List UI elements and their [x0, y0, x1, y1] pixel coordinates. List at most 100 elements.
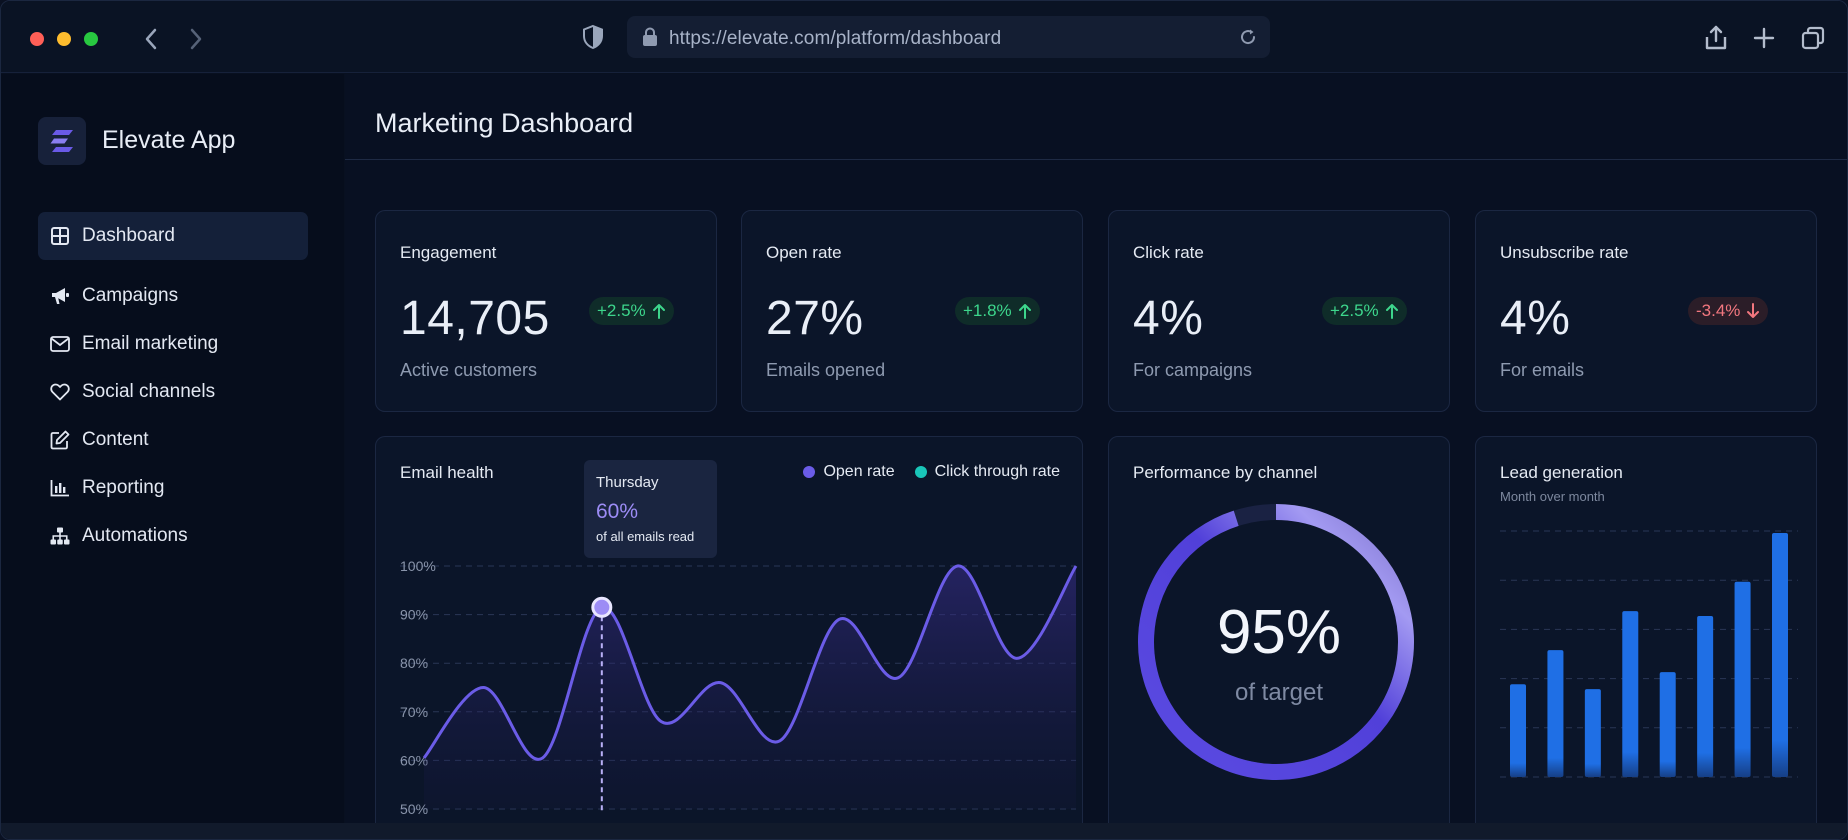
y-tick-label: 70%: [400, 704, 428, 720]
bar-chart-icon: [50, 478, 70, 498]
sidebar-item-reporting[interactable]: Reporting: [38, 464, 308, 512]
change-value: +2.5%: [597, 301, 646, 320]
y-tick-label: 100%: [400, 558, 436, 574]
shield-icon[interactable]: [581, 24, 607, 52]
envelope-icon: [50, 334, 70, 354]
stat-title: Open rate: [766, 243, 842, 262]
email-health-card: Email health Open rate Click through rat…: [375, 436, 1083, 840]
performance-card: Performance by channel 95% of target: [1108, 436, 1450, 839]
stat-value: 4%: [1500, 292, 1571, 345]
share-icon[interactable]: [1701, 23, 1731, 53]
highlight-point[interactable]: [591, 596, 613, 618]
sidebar-nav: Dashboard Campaigns Email marketing Soci: [38, 212, 308, 560]
stat-title: Engagement: [400, 243, 497, 262]
close-window-button[interactable]: [30, 32, 44, 46]
new-tab-icon[interactable]: [1749, 23, 1779, 53]
sidebar-item-label: Campaigns: [82, 285, 179, 306]
gauge-value: 95%: [1216, 598, 1342, 667]
lead-bar[interactable]: [1772, 533, 1788, 777]
stat-value: 4%: [1133, 292, 1204, 345]
app-name: Elevate App: [102, 126, 236, 154]
lead-bar[interactable]: [1510, 684, 1526, 777]
change-badge: +2.5%: [589, 297, 674, 325]
tooltip-caption: of all emails read: [596, 529, 695, 544]
sitemap-icon: [50, 526, 70, 546]
stat-card-engagement[interactable]: Engagement 14,705 +2.5% Active customers: [375, 210, 717, 412]
stat-card-unsubscribe-rate[interactable]: Unsubscribe rate 4% -3.4% For emails: [1475, 210, 1817, 412]
grid-icon: [50, 226, 70, 246]
chart-legend: Open rate Click through rate: [803, 463, 1060, 481]
heart-icon: [50, 382, 70, 402]
performance-gauge[interactable]: [1109, 497, 1449, 797]
sidebar-item-label: Automations: [82, 525, 188, 546]
maximize-window-button[interactable]: [84, 32, 98, 46]
tabs-overview-icon[interactable]: [1798, 23, 1828, 53]
open-rate-area: [424, 565, 1076, 809]
sidebar-item-dashboard[interactable]: Dashboard: [38, 212, 308, 260]
forward-arrow-icon[interactable]: [182, 25, 210, 53]
lead-bar[interactable]: [1659, 672, 1676, 777]
stat-card-open-rate[interactable]: Open rate 27% +1.8% Emails opened: [741, 210, 1083, 412]
tooltip-day: Thursday: [596, 474, 659, 491]
stat-value: 27%: [766, 292, 864, 345]
tooltip-value: 60%: [596, 500, 639, 523]
stat-subtitle: For campaigns: [1133, 360, 1253, 380]
url-text: https://elevate.com/platform/dashboard: [669, 28, 1002, 49]
lock-icon: [641, 27, 659, 52]
sidebar-item-label: Content: [82, 429, 149, 450]
reload-icon[interactable]: [1238, 27, 1258, 52]
arrow-up-icon: [1018, 304, 1031, 319]
legend-dot: [803, 466, 816, 478]
stat-card-click-rate[interactable]: Click rate 4% +2.5% For campaigns: [1108, 210, 1450, 412]
stat-title: Unsubscribe rate: [1500, 243, 1629, 262]
chart-tooltip: Thursday 60% of all emails read: [584, 460, 717, 558]
change-badge: +2.5%: [1322, 297, 1407, 325]
lead-bar[interactable]: [1697, 615, 1714, 777]
change-value: +2.5%: [1330, 301, 1379, 320]
change-badge: -3.4%: [1688, 297, 1769, 325]
legend-label: Click through rate: [934, 463, 1060, 480]
change-value: +1.8%: [963, 301, 1012, 320]
card-title: Lead generation: [1500, 463, 1623, 482]
card-title: Email health: [400, 463, 494, 482]
stat-subtitle: Emails opened: [766, 360, 886, 380]
browser-toolbar: https://elevate.com/platform/dashboard: [1, 1, 1847, 73]
back-arrow-icon[interactable]: [137, 25, 165, 53]
sidebar-item-label: Email marketing: [82, 333, 219, 354]
gauge-label: of target: [1234, 679, 1324, 706]
app-logo[interactable]: [38, 117, 86, 165]
minimize-window-button[interactable]: [57, 32, 71, 46]
legend-item-open-rate[interactable]: Open rate: [803, 463, 895, 481]
lead-bar[interactable]: [1734, 581, 1751, 777]
sidebar-item-email-marketing[interactable]: Email marketing: [38, 320, 308, 368]
open-rate-line: [422, 564, 1078, 761]
stat-value: 14,705: [400, 292, 550, 345]
change-badge: +1.8%: [955, 297, 1040, 325]
stat-subtitle: For emails: [1500, 360, 1585, 380]
stat-subtitle: Active customers: [400, 360, 538, 380]
sidebar-item-campaigns[interactable]: Campaigns: [38, 272, 308, 320]
email-health-chart[interactable]: 100% 90% 80% 70% 60% 50%: [376, 477, 1082, 840]
sidebar-item-label: Reporting: [82, 477, 165, 498]
legend-label: Open rate: [823, 463, 895, 480]
title-divider: [345, 159, 1847, 160]
y-tick-label: 90%: [400, 607, 428, 623]
sidebar: Elevate App Dashboard Campaigns Email ma…: [1, 74, 344, 839]
legend-item-click-through-rate[interactable]: Click through rate: [914, 463, 1060, 481]
sidebar-item-label: Social channels: [82, 381, 216, 402]
card-title: Performance by channel: [1133, 463, 1318, 482]
address-bar[interactable]: https://elevate.com/platform/dashboard: [627, 16, 1270, 58]
lead-bar[interactable]: [1584, 689, 1601, 777]
y-tick-label: 50%: [400, 801, 428, 817]
lead-bar[interactable]: [1622, 611, 1639, 777]
y-tick-label: 60%: [400, 752, 428, 768]
sidebar-item-content[interactable]: Content: [38, 416, 308, 464]
arrow-up-icon: [652, 304, 665, 319]
sidebar-item-social-channels[interactable]: Social channels: [38, 368, 308, 416]
sidebar-item-automations[interactable]: Automations: [38, 512, 308, 560]
arrow-down-icon: [1747, 303, 1760, 318]
lead-bar[interactable]: [1547, 650, 1564, 777]
lead-generation-chart[interactable]: [1476, 507, 1816, 837]
page-title: Marketing Dashboard: [375, 108, 634, 138]
